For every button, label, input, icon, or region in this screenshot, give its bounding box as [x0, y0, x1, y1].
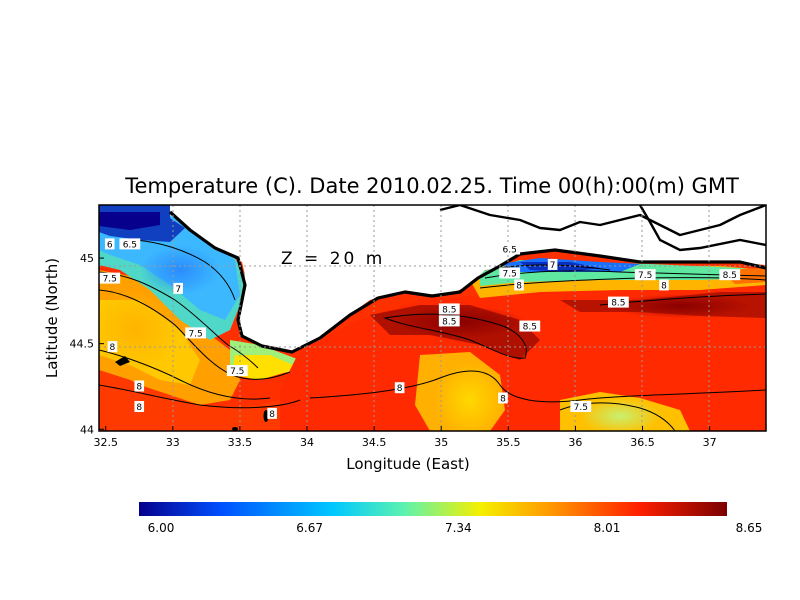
map-title: Temperature (C). Date 2010.02.25. Time 0…: [124, 174, 739, 198]
contour-label-background: [499, 243, 521, 255]
contour-label: 8: [397, 384, 403, 394]
y-tick-label: 44: [80, 423, 94, 436]
contour-label-background: [719, 269, 741, 281]
contour-label: 8.5: [611, 299, 625, 309]
contour-label: 7: [550, 261, 556, 271]
contour-label-background: [394, 382, 405, 394]
colorbar-tick-label: 6.67: [296, 521, 323, 535]
contour-label-background: [99, 272, 121, 284]
contour-label-background: [267, 407, 277, 419]
contour-label-background: [634, 269, 656, 281]
contour-label-background: [119, 238, 141, 250]
contour-label: 8: [136, 403, 142, 413]
contour-label: 7.5: [188, 329, 202, 339]
contour-label-background: [570, 401, 592, 413]
contour-labels: 6 6.5 7.5 7 7.5 8 7.5 8 8 8 6.5 7 7.5 8 7.5 8 8.5 8.5 8.5 8…: [99, 238, 741, 420]
contour-label: 8: [500, 394, 506, 404]
colorbar: [139, 502, 727, 516]
y-tick-label: 45: [80, 252, 94, 265]
contour-label: 6: [107, 240, 113, 250]
contour-label-background: [547, 258, 558, 270]
land-mask: [115, 205, 766, 431]
x-tick-label: 34: [300, 436, 314, 449]
depth-annotation: Z = 20 m: [281, 249, 385, 269]
contour-label-background: [607, 296, 629, 308]
contour-label-background: [104, 238, 115, 250]
contour-label-background: [498, 392, 508, 404]
contour-label: 8: [110, 343, 116, 353]
x-axis-label: Longitude (East): [346, 455, 469, 473]
colorbar-tick-label: 8.65: [736, 521, 763, 535]
contour-label: 6.5: [123, 240, 137, 250]
x-tick-label: 34.5: [362, 436, 387, 449]
gridlines: [99, 205, 766, 431]
y-tick-label: 44.5: [70, 338, 95, 351]
contour-label: 6.5: [503, 246, 517, 256]
contour-label: 8: [136, 382, 142, 392]
contour-label: 7.5: [103, 275, 117, 285]
contour-label: 8: [269, 410, 275, 420]
plot-frame: [98, 204, 767, 432]
contour-label: 8: [516, 281, 522, 291]
colorbar-tick-label: 7.34: [445, 521, 472, 535]
y-axis-ticks: 44 44.5 45: [70, 252, 104, 436]
contour-label-background: [514, 279, 524, 291]
x-tick-label: 35: [434, 436, 448, 449]
colorbar-tick-label: 8.01: [594, 521, 621, 535]
x-tick-label: 33.5: [228, 436, 253, 449]
x-tick-label: 33: [166, 436, 180, 449]
contour-label: 8.5: [723, 271, 737, 281]
contour-label: 7.5: [638, 271, 652, 281]
contour-label-background: [226, 365, 248, 377]
contour-label-background: [107, 341, 118, 353]
contour-label: 7.5: [574, 403, 588, 413]
contour-label: 8.5: [442, 317, 456, 327]
x-tick-label: 37: [703, 436, 717, 449]
contour-label-background: [499, 267, 521, 279]
x-tick-label: 36: [568, 436, 582, 449]
contour-label: 7.5: [230, 367, 244, 377]
x-tick-label: 36.5: [630, 436, 655, 449]
contour-label: 7: [175, 285, 181, 295]
contour-label: 8.5: [523, 323, 537, 333]
contour-label-background: [173, 282, 183, 294]
contour-label: 8: [661, 281, 667, 291]
contour-label-background: [134, 401, 145, 413]
contour-label: 7.5: [503, 269, 517, 279]
contour-label-background: [185, 327, 207, 339]
y-axis-label: Latitude (North): [43, 258, 61, 378]
contour-label-background: [519, 320, 541, 332]
contour-label: 8.5: [442, 305, 456, 315]
x-tick-label: 35.5: [496, 436, 521, 449]
x-axis-ticks: 32.5 33 33.5 34 34.5 35 35.5 36 36.5 37: [93, 426, 717, 449]
x-tick-label: 32.5: [93, 436, 118, 449]
contour-label-background: [438, 303, 460, 315]
contour-label-background: [134, 380, 145, 392]
contour-label-background: [659, 279, 669, 291]
colorbar-tick-label: 6.00: [148, 521, 175, 535]
colorbar-tick-labels: 6.00 6.67 7.34 8.01 8.65: [148, 521, 763, 535]
contour-label-background: [438, 315, 460, 327]
